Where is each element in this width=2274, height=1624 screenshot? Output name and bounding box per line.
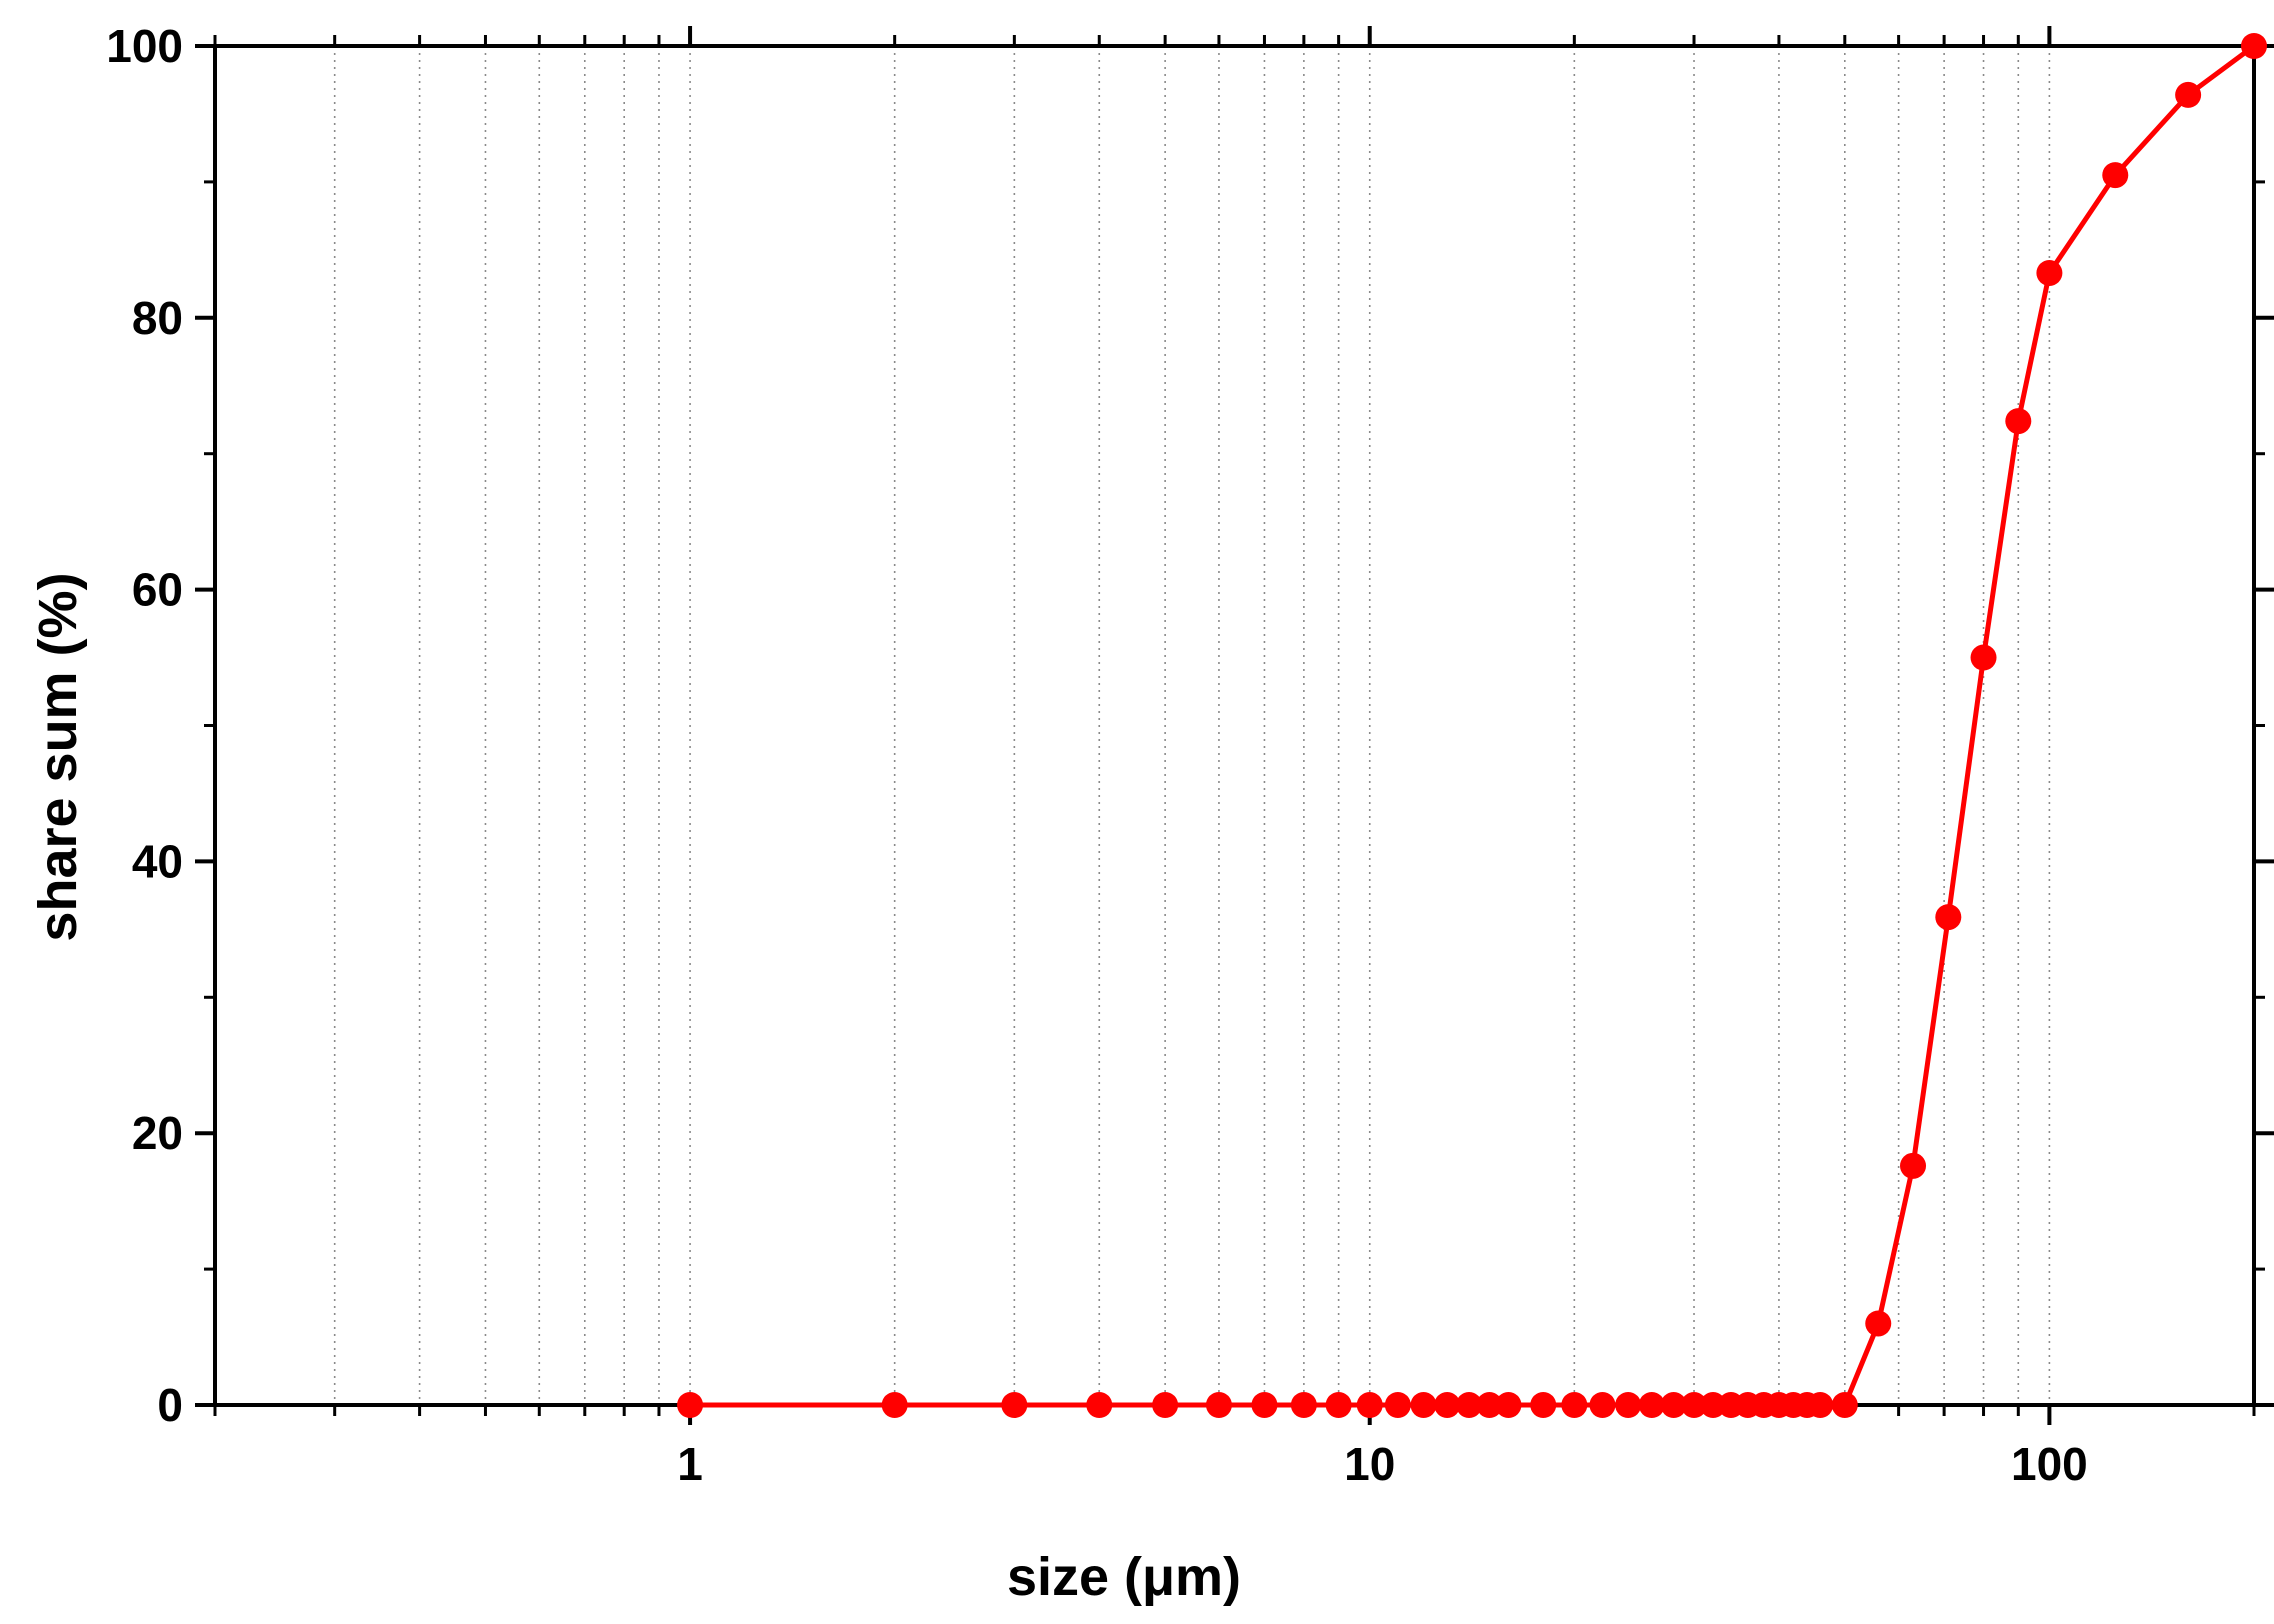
axes xyxy=(195,26,2274,1425)
data-point xyxy=(1589,1392,1616,1418)
y-tick-label: 60 xyxy=(132,564,183,616)
data-point xyxy=(1384,1392,1411,1418)
data-point xyxy=(1495,1392,1522,1418)
x-tick-label: 100 xyxy=(2011,1438,2088,1490)
data-point xyxy=(1865,1310,1892,1337)
data-point xyxy=(2241,33,2267,59)
y-axis-title: share sum (%) xyxy=(28,572,88,941)
data-point xyxy=(2005,408,2032,435)
data-point xyxy=(1970,644,1997,671)
data-point xyxy=(2036,259,2063,286)
data-point xyxy=(1660,1392,1687,1418)
data-point xyxy=(1251,1392,1278,1418)
data-point xyxy=(1831,1392,1858,1418)
data-point xyxy=(1001,1392,1028,1418)
tick-labels: 1 10 100 0 20 40 60 80 100 xyxy=(106,20,2088,1490)
data-point xyxy=(1681,1392,1708,1418)
plot-frame xyxy=(213,44,2256,1407)
data-point xyxy=(881,1392,908,1418)
data-point xyxy=(1935,904,1962,931)
data-point xyxy=(1356,1392,1383,1418)
data-point xyxy=(1900,1152,1927,1179)
x-tick-label: 10 xyxy=(1344,1438,1395,1490)
data-point xyxy=(2175,81,2202,108)
data-point xyxy=(1456,1392,1483,1418)
data-point xyxy=(1434,1392,1461,1418)
y-tick-label: 40 xyxy=(132,835,183,887)
data-point xyxy=(677,1392,704,1418)
y-tick-label: 100 xyxy=(106,20,183,72)
y-tick-label: 0 xyxy=(157,1379,183,1431)
data-point xyxy=(1086,1392,1113,1418)
y-tick-label: 80 xyxy=(132,292,183,344)
data-point xyxy=(1561,1392,1588,1418)
data-point xyxy=(1205,1392,1232,1418)
data-point xyxy=(1530,1392,1557,1418)
x-axis-title: size (μm) xyxy=(1007,1547,1241,1607)
data-point xyxy=(1807,1392,1834,1418)
data-point xyxy=(1476,1392,1503,1418)
data-point xyxy=(1700,1392,1727,1418)
data-point xyxy=(2102,162,2129,189)
data-point xyxy=(1290,1392,1317,1418)
series-line xyxy=(690,43,2256,1408)
data-series xyxy=(677,33,2267,1418)
grid-lines xyxy=(333,46,2051,1405)
data-point xyxy=(1410,1392,1437,1418)
data-point xyxy=(1638,1392,1665,1418)
y-tick-label: 20 xyxy=(132,1107,183,1159)
data-point xyxy=(1325,1392,1352,1418)
data-point xyxy=(1615,1392,1642,1418)
data-point xyxy=(1152,1392,1179,1418)
x-tick-label: 1 xyxy=(677,1438,703,1490)
